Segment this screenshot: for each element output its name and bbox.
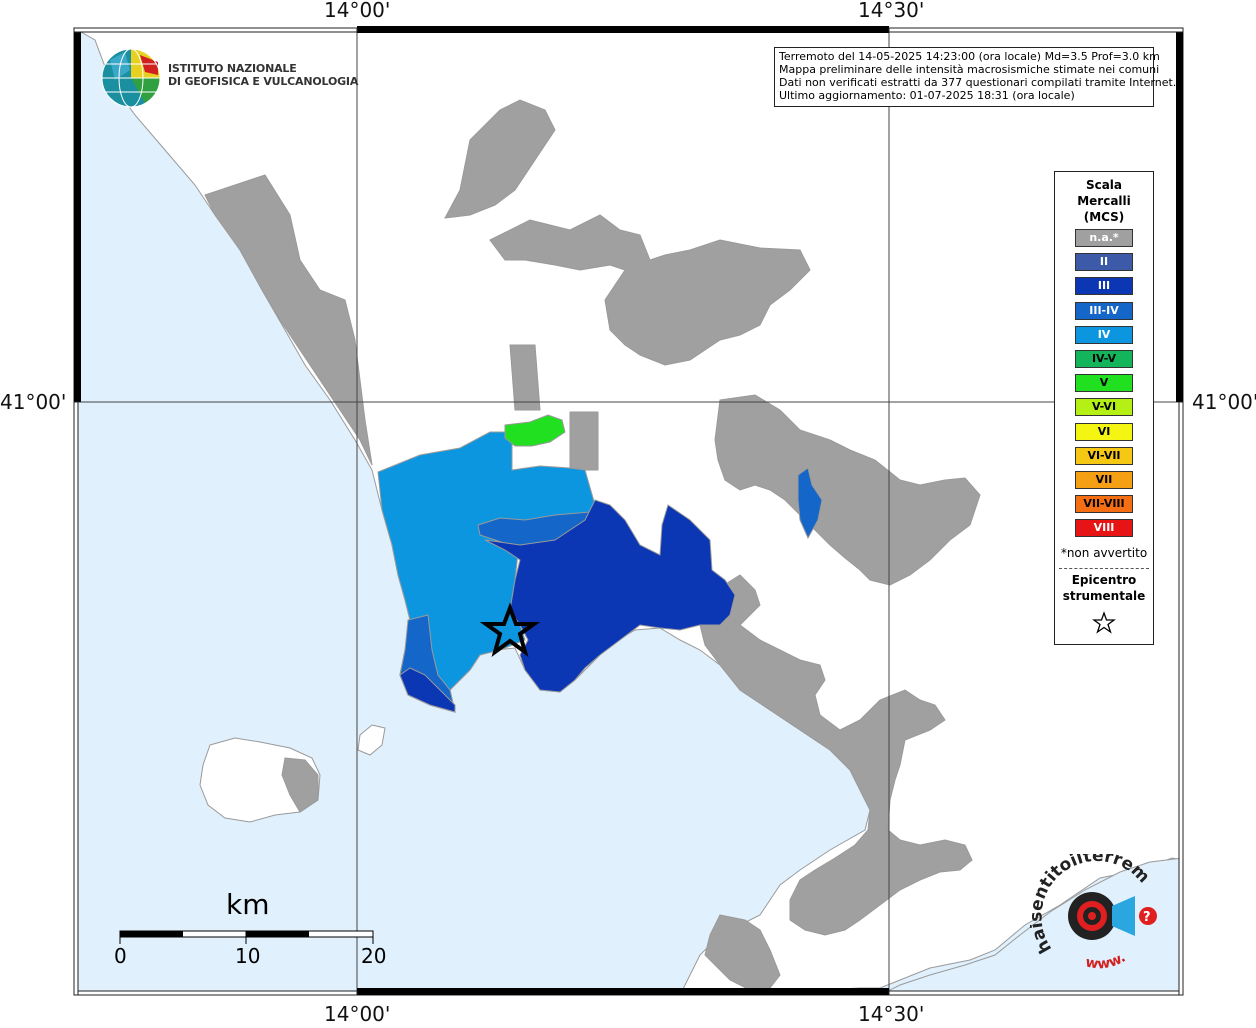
coord-right: 41°00' [1192,390,1256,414]
legend-item: V-VI [1075,398,1133,417]
legend-item: III-IV [1075,301,1133,320]
legend-item: IV-V [1075,350,1133,368]
map-frame [73,26,1184,996]
question-mark-icon: ? [1143,910,1151,925]
legend-item: V [1075,374,1133,393]
scale-label-20: 20 [361,944,387,968]
intensity-iii-iv-area-3 [797,467,823,540]
legend-item: VII-VIII [1075,495,1133,514]
intensity-iii-area-2 [399,667,456,713]
haisentito-logo: haisentitoilterremoto.it www. ? [1030,854,1157,973]
legend-title-line-2: Mercalli [1077,194,1131,208]
ingv-logo-text: ISTITUTO NAZIONALE DI GEOFISICA E VULCAN… [168,62,358,88]
haisentito-www: www. [1084,950,1128,973]
legend-item: II [1075,253,1133,272]
legend-item: VI [1075,422,1133,441]
coord-bottom-1: 14°00' [324,1002,391,1026]
ischia-na-area [281,757,319,813]
legend-note: *non avvertito [1060,546,1148,560]
procida-island [357,724,386,756]
legend-item: n.a.* [1075,229,1133,247]
scale-label-10: 10 [235,944,261,968]
intensity-iii-area [484,499,736,693]
info-line-3: Dati non verificati estratti da 377 ques… [779,76,1177,89]
legend-title: Scala Mercalli (MCS) [1055,177,1153,225]
coord-top-2: 14°30' [858,0,925,22]
info-line-1: Terremoto del 14-05-2025 14:23:00 (ora l… [779,50,1160,63]
na-areas [204,99,981,991]
scale-label-0: 0 [114,944,127,968]
megaphone-icon [1112,896,1135,936]
legend-item: VI-VII [1075,446,1133,465]
coord-bottom-2: 14°30' [858,1002,925,1026]
logo-line-2: DI GEOFISICA E VULCANOLOGIA [168,75,359,88]
info-line-2: Mappa preliminare delle intensità macros… [779,63,1160,76]
coord-top-1: 14°00' [324,0,391,22]
legend-item: IV [1075,325,1133,344]
legend-separator [1059,568,1149,569]
event-info-box: Terremoto del 14-05-2025 14:23:00 (ora l… [774,47,1177,107]
intensity-v-area [504,414,566,447]
legend-title-line-3: (MCS) [1083,210,1125,224]
info-line-4: Ultimo aggiornamento: 01-07-2025 18:31 (… [779,89,1075,102]
epicenter-star-icon [479,602,541,658]
ingv-globe-icon [101,48,161,108]
mcs-legend: Scala Mercalli (MCS) n.a.* II III III-IV IV I… [1054,171,1154,645]
logo-line-1: ISTITUTO NAZIONALE [168,62,297,75]
grid-lines [74,28,1183,995]
legend-title-line-1: Scala [1085,178,1123,192]
legend-item: III [1075,277,1133,296]
legend-item: VII [1075,471,1133,489]
star-icon [1092,611,1116,634]
scale-title: km [226,888,270,921]
legend-item: VIII [1075,519,1133,538]
legend-epicenter-line-1: Epicentro [1071,573,1137,587]
legend-epicenter-line-2: strumentale [1062,589,1146,603]
legend-epicenter: Epicentro strumentale [1055,572,1153,604]
scale-bar [119,930,374,944]
coord-left: 41°00' [0,390,67,414]
